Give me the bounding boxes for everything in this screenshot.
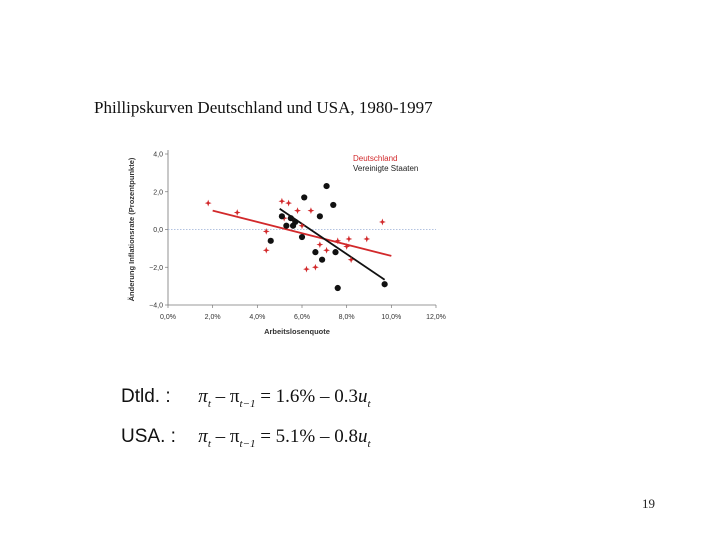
- data-point-usa: [319, 256, 326, 263]
- data-point-deutschland: [262, 246, 270, 254]
- data-point-usa: [330, 201, 337, 209]
- data-point-usa: [278, 213, 285, 220]
- y-tick-label: −4,0: [149, 303, 163, 310]
- legend-entry-deutschland: Deutschland: [353, 154, 397, 163]
- data-point-deutschland: [334, 237, 342, 245]
- data-point-usa: [316, 213, 323, 220]
- y-tick-label: −2,0: [149, 265, 163, 272]
- data-point-deutschland: [294, 207, 301, 215]
- y-axis-title: Änderung Inflationsrate (Prozentpunkte): [127, 157, 136, 301]
- data-point-deutschland: [285, 199, 292, 207]
- data-point-deutschland: [307, 207, 315, 215]
- data-point-deutschland: [379, 218, 386, 226]
- equation-germany: Dtld. : πt – πt−1 = 1.6% – 0.3ut: [121, 386, 371, 410]
- x-axis-title: Arbeitslosenquote: [264, 327, 330, 336]
- axes-layer: 4,0 2,0 0,0 −2,0 −4,0 0,0% 2,0% 4,0% 6,0% 8,0% 10,…: [127, 150, 446, 336]
- y-tick-label: 4,0: [153, 152, 163, 159]
- data-point-usa: [332, 249, 339, 256]
- data-point-deutschland: [312, 263, 319, 271]
- data-point-usa: [287, 215, 294, 222]
- legend-entry-usa: Vereinigte Staaten: [353, 164, 418, 173]
- data-point-usa: [301, 194, 308, 201]
- equation-country-label: Dtld. :: [121, 386, 171, 407]
- page-number: 19: [642, 496, 655, 511]
- data-point-deutschland: [316, 241, 324, 248]
- data-point-deutschland: [233, 209, 241, 216]
- y-tick-label: 0,0: [153, 227, 163, 234]
- equation-usa: USA. : πt – πt−1 = 5.1% – 0.8ut: [121, 426, 371, 450]
- x-tick-label: 10,0%: [381, 314, 401, 321]
- equation-formula: πt – πt−1 = 5.1% – 0.8ut: [198, 426, 371, 450]
- data-point-deutschland: [298, 222, 306, 230]
- x-tick-label: 4,0%: [249, 314, 265, 321]
- data-point-usa: [298, 233, 306, 241]
- data-point-deutschland: [278, 197, 286, 205]
- equation-formula: πt – πt−1 = 1.6% – 0.3ut: [198, 386, 371, 410]
- data-point-deutschland: [347, 256, 355, 264]
- data-point-usa: [292, 218, 299, 226]
- data-point-usa: [283, 222, 290, 229]
- data-point-deutschland: [323, 246, 330, 254]
- data-point-deutschland: [262, 227, 270, 235]
- data-point-deutschland: [204, 199, 212, 207]
- x-tick-label: 0,0%: [160, 314, 176, 321]
- data-point-usa: [267, 237, 274, 244]
- data-points-layer: [204, 182, 388, 292]
- slide-title: Phillipskurven Deutschland und USA, 1980…: [94, 98, 433, 117]
- data-point-deutschland: [345, 235, 353, 243]
- equation-country-label: USA. :: [121, 426, 176, 447]
- data-point-usa: [312, 249, 319, 256]
- x-tick-label: 8,0%: [339, 314, 355, 321]
- data-point-deutschland: [363, 235, 371, 243]
- data-point-usa: [334, 284, 341, 292]
- x-tick-label: 6,0%: [294, 314, 310, 321]
- x-tick-label: 12,0%: [426, 314, 446, 321]
- data-point-usa: [381, 281, 388, 288]
- x-tick-label: 2,0%: [205, 314, 221, 321]
- data-point-deutschland: [343, 243, 351, 250]
- data-point-usa: [323, 182, 330, 190]
- y-tick-label: 2,0: [153, 189, 163, 196]
- fit-lines-layer: [212, 207, 392, 281]
- fit-line-deutschland: [212, 209, 392, 257]
- data-point-deutschland: [303, 265, 310, 273]
